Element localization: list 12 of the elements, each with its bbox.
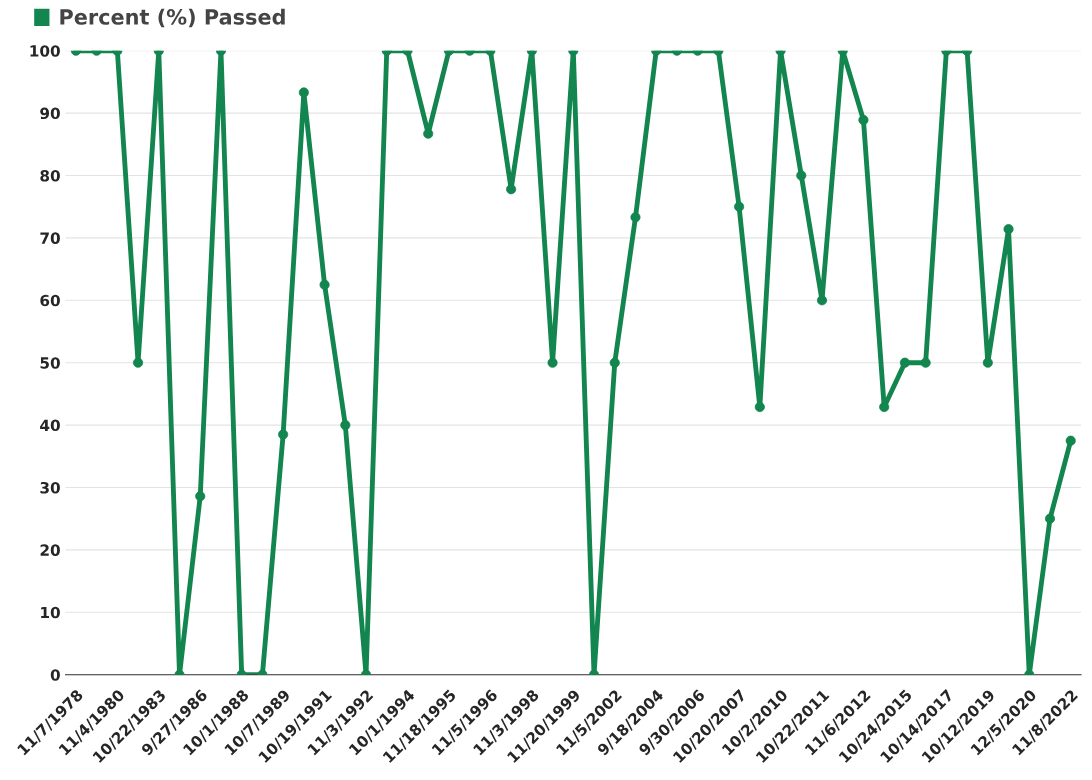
y-tick-label: 30 xyxy=(40,481,60,494)
y-tick-label: 100 xyxy=(30,45,60,57)
y-tick-label: 60 xyxy=(40,294,60,307)
y-tick-label: 10 xyxy=(41,606,60,619)
y-tick-label: 40 xyxy=(40,419,60,432)
y-tick-label: 50 xyxy=(40,357,60,369)
legend-label: Percent (%) Passed xyxy=(60,8,285,28)
y-tick-label: 0 xyxy=(50,669,60,681)
y-tick-label: 90 xyxy=(40,107,60,120)
y-tick-label: 80 xyxy=(40,169,60,182)
y-tick-label: 20 xyxy=(40,544,60,556)
y-tick-label: 70 xyxy=(40,232,60,244)
